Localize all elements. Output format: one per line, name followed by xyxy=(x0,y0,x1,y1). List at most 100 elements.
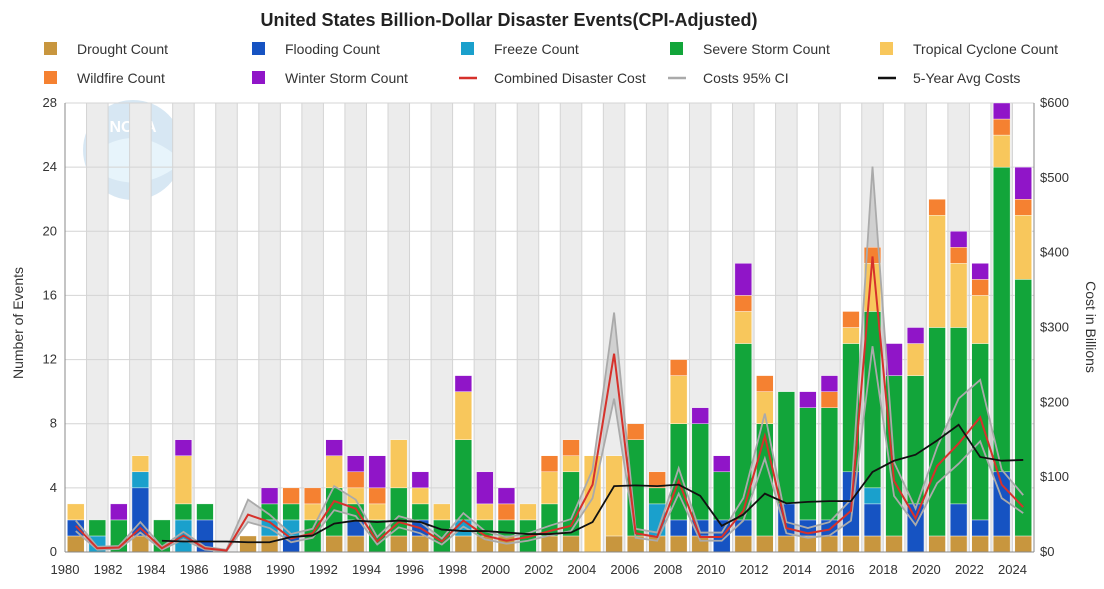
bar-winter-storm-count-1998 xyxy=(454,375,472,392)
x-tick-label: 1990 xyxy=(266,562,295,577)
bar-flooding-count-2021 xyxy=(950,503,968,537)
x-tick-label: 2008 xyxy=(653,562,682,577)
bar-layer xyxy=(67,102,1032,553)
legend-item-freeze-count[interactable]: Freeze Count xyxy=(461,41,579,57)
bar-tropical-cyclone-count-2021 xyxy=(950,263,968,328)
y-tick-label: 12 xyxy=(43,352,57,367)
bar-flooding-count-1993 xyxy=(347,519,365,537)
bar-tropical-cyclone-count-2019 xyxy=(906,343,925,376)
bar-drought-count-1998 xyxy=(454,535,472,553)
legend-item-costs-95-ci[interactable]: Costs 95% CI xyxy=(668,70,789,86)
bar-drought-count-2002 xyxy=(540,535,559,553)
bar-wildfire-count-2011 xyxy=(734,295,752,312)
legend-item-flooding-count[interactable]: Flooding Count xyxy=(252,41,380,57)
legend-item-winter-storm-count[interactable]: Winter Storm Count xyxy=(252,70,408,86)
bar-severe-storm-count-1990 xyxy=(282,503,300,521)
year-stripe xyxy=(301,103,324,552)
bar-drought-count-2005 xyxy=(605,535,623,553)
legend: Drought Count Flooding Count Freeze Count S… xyxy=(44,41,1058,86)
bar-severe-storm-count-1986 xyxy=(196,503,214,521)
bar-wildfire-count-2012 xyxy=(756,375,774,392)
year-stripe xyxy=(215,103,238,552)
legend-item-drought-count[interactable]: Drought Count xyxy=(44,41,168,57)
y2-tick-label: $400 xyxy=(1040,245,1069,260)
bar-winter-storm-count-1999 xyxy=(476,471,494,505)
legend-label: Costs 95% CI xyxy=(703,70,789,86)
bar-flooding-count-2008 xyxy=(670,519,688,537)
year-stripe xyxy=(258,103,281,552)
bar-winter-storm-count-2014 xyxy=(799,391,817,408)
y2-tick-label: $600 xyxy=(1040,95,1069,110)
bar-drought-count-2021 xyxy=(950,535,968,553)
bar-drought-count-2012 xyxy=(756,535,774,553)
bar-tropical-cyclone-count-2022 xyxy=(971,295,989,344)
bar-wildfire-count-2007 xyxy=(648,471,666,489)
bar-winter-storm-count-1992 xyxy=(325,439,343,456)
bar-tropical-cyclone-count-2005 xyxy=(605,455,623,537)
bar-severe-storm-count-2013 xyxy=(777,391,795,505)
bar-wildfire-count-2016 xyxy=(842,311,860,328)
legend-swatch xyxy=(880,42,893,55)
legend-item-5-year-avg-costs[interactable]: 5-Year Avg Costs xyxy=(878,70,1020,86)
bar-drought-count-1993 xyxy=(347,535,365,553)
bar-winter-storm-count-1989 xyxy=(260,487,279,505)
y-tick-label: 20 xyxy=(43,223,57,238)
x-tick-label: 2000 xyxy=(481,562,510,577)
chart-title: United States Billion-Dollar Disaster Ev… xyxy=(260,10,757,30)
bar-tropical-cyclone-count-2012 xyxy=(756,391,774,424)
legend-label: Freeze Count xyxy=(494,41,579,57)
bar-tropical-cyclone-count-2016 xyxy=(842,327,860,344)
bar-severe-storm-count-1998 xyxy=(454,439,472,521)
y-tick-label: 16 xyxy=(43,287,57,302)
legend-label: Flooding Count xyxy=(285,41,380,57)
bar-winter-storm-count-2015 xyxy=(820,375,839,392)
bar-wildfire-count-1994 xyxy=(368,487,386,505)
bar-tropical-cyclone-count-2008 xyxy=(670,375,688,424)
bar-drought-count-1980 xyxy=(67,535,85,553)
bar-drought-count-1989 xyxy=(260,535,279,553)
legend-swatch xyxy=(44,42,57,55)
year-stripe xyxy=(474,103,496,552)
y2-tick-label: $0 xyxy=(1040,544,1054,559)
year-stripe xyxy=(344,103,367,552)
bar-tropical-cyclone-count-2002 xyxy=(540,471,559,505)
y2-tick-label: $200 xyxy=(1040,394,1069,409)
bar-winter-storm-count-2000 xyxy=(497,487,516,505)
legend-label: Wildfire Count xyxy=(77,70,165,86)
bar-severe-storm-count-1989 xyxy=(260,503,279,521)
legend-label: Tropical Cyclone Count xyxy=(913,41,1058,57)
legend-swatch xyxy=(252,71,265,84)
ci-upper-line xyxy=(75,166,1024,551)
legend-item-tropical-cyclone-count[interactable]: Tropical Cyclone Count xyxy=(880,41,1058,57)
bar-flooding-count-2017 xyxy=(863,503,882,537)
bar-drought-count-2024 xyxy=(1014,535,1032,553)
bar-severe-storm-count-2015 xyxy=(820,407,839,521)
legend-label: Combined Disaster Cost xyxy=(494,70,646,86)
bar-drought-count-2023 xyxy=(993,535,1011,553)
bar-drought-count-2008 xyxy=(670,535,688,553)
bar-drought-count-2022 xyxy=(971,535,989,553)
bar-wildfire-count-2015 xyxy=(820,391,839,408)
bar-freeze-count-2017 xyxy=(863,487,882,505)
legend-item-severe-storm-count[interactable]: Severe Storm Count xyxy=(670,41,830,57)
x-tick-label: 1988 xyxy=(223,562,252,577)
bar-tropical-cyclone-count-1983 xyxy=(131,455,149,473)
bar-drought-count-2015 xyxy=(820,535,839,553)
year-stripe xyxy=(129,103,152,552)
bar-winter-storm-count-2021 xyxy=(950,231,968,248)
year-stripe xyxy=(517,103,539,552)
y-tick-label: 4 xyxy=(50,480,57,495)
bar-tropical-cyclone-count-1998 xyxy=(454,391,472,440)
bar-winter-storm-count-2011 xyxy=(734,263,752,296)
legend-item-combined-disaster-cost[interactable]: Combined Disaster Cost xyxy=(459,70,646,86)
bar-winter-storm-count-1993 xyxy=(347,455,365,473)
bar-wildfire-count-2002 xyxy=(540,455,559,473)
bar-freeze-count-1983 xyxy=(131,471,149,489)
bar-drought-count-2011 xyxy=(734,535,752,553)
bar-drought-count-2003 xyxy=(562,535,580,553)
bar-flooding-count-2022 xyxy=(971,519,989,537)
y-tick-label: 28 xyxy=(43,95,57,110)
legend-item-wildfire-count[interactable]: Wildfire Count xyxy=(44,70,165,86)
